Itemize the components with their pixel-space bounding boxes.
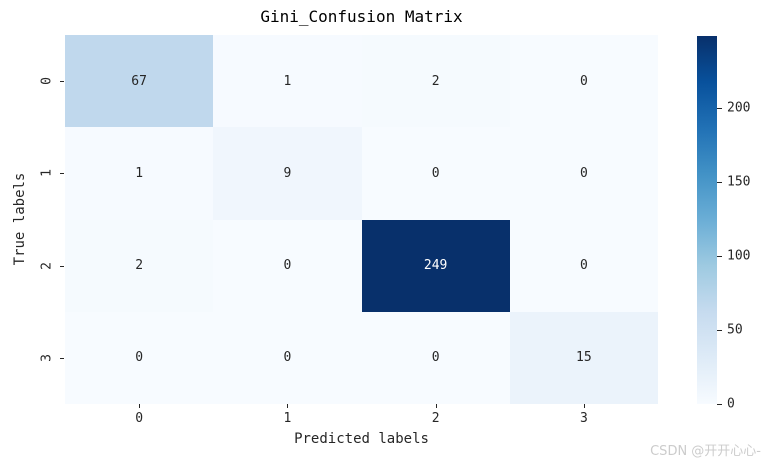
colorbar-tick-label: 50	[727, 322, 743, 338]
y-tick-label: 2	[39, 261, 55, 270]
y-tick-label: 1	[39, 169, 55, 178]
colorbar-tick-mark	[717, 404, 722, 405]
y-tick-mark	[60, 81, 64, 83]
x-tick-label: 1	[283, 411, 292, 426]
colorbar-tick-label: 100	[727, 248, 751, 264]
heatmap-cell-r2c0: 2	[65, 219, 214, 312]
heatmap-cell-r1c3: 0	[509, 127, 658, 220]
heatmap-cell-r0c1: 1	[213, 35, 362, 128]
heatmap-cell-r3c1: 0	[213, 311, 362, 404]
heatmap-cell-r3c0: 0	[65, 311, 214, 404]
x-tick-mark	[287, 404, 289, 408]
heatmap-cell-r1c2: 0	[361, 127, 510, 220]
x-tick-mark	[583, 404, 585, 408]
heatmap-cell-r2c2: 249	[361, 219, 510, 312]
colorbar-tick-label: 150	[727, 174, 751, 190]
heatmap-cell-r0c2: 2	[361, 35, 510, 128]
colorbar-tick-label: 0	[727, 396, 735, 412]
x-tick-label: 3	[579, 411, 588, 426]
x-tick-mark	[139, 404, 141, 408]
x-axis-label: Predicted labels	[294, 431, 429, 447]
y-tick-mark	[60, 357, 64, 359]
colorbar-tick-mark	[717, 182, 722, 184]
heatmap-cell-r2c3: 0	[509, 219, 658, 312]
heatmap-cell-r0c0: 67	[65, 35, 214, 128]
colorbar-tick-label: 200	[727, 100, 751, 116]
y-axis-label: True labels	[12, 172, 28, 266]
heatmap-cell-r2c1: 0	[213, 219, 362, 312]
x-tick-label: 0	[135, 411, 144, 426]
heatmap-cell-r0c3: 0	[509, 35, 658, 128]
heatmap-cell-r3c2: 0	[361, 311, 510, 404]
colorbar-tick-mark	[717, 330, 722, 332]
colorbar-tick-mark	[717, 108, 722, 110]
colorbar-tick-mark	[717, 256, 722, 258]
y-tick-label: 0	[39, 77, 55, 86]
colorbar-gradient	[697, 36, 717, 404]
x-tick-label: 2	[431, 411, 440, 426]
y-tick-mark	[60, 173, 64, 175]
chart-title: Gini_Confusion Matrix	[260, 7, 463, 26]
heatmap-cell-r3c3: 15	[509, 311, 658, 404]
x-tick-mark	[435, 404, 437, 408]
y-tick-mark	[60, 265, 64, 267]
heatmap-cell-r1c0: 1	[65, 127, 214, 220]
heatmap-plot: 67 1 2 0 1 9 0 0 2 0 249 0 0 0 0 15	[65, 35, 658, 404]
y-tick-label: 3	[39, 353, 55, 362]
watermark: CSDN @开开心心-	[650, 444, 761, 459]
heatmap-cell-r1c1: 9	[213, 127, 362, 220]
